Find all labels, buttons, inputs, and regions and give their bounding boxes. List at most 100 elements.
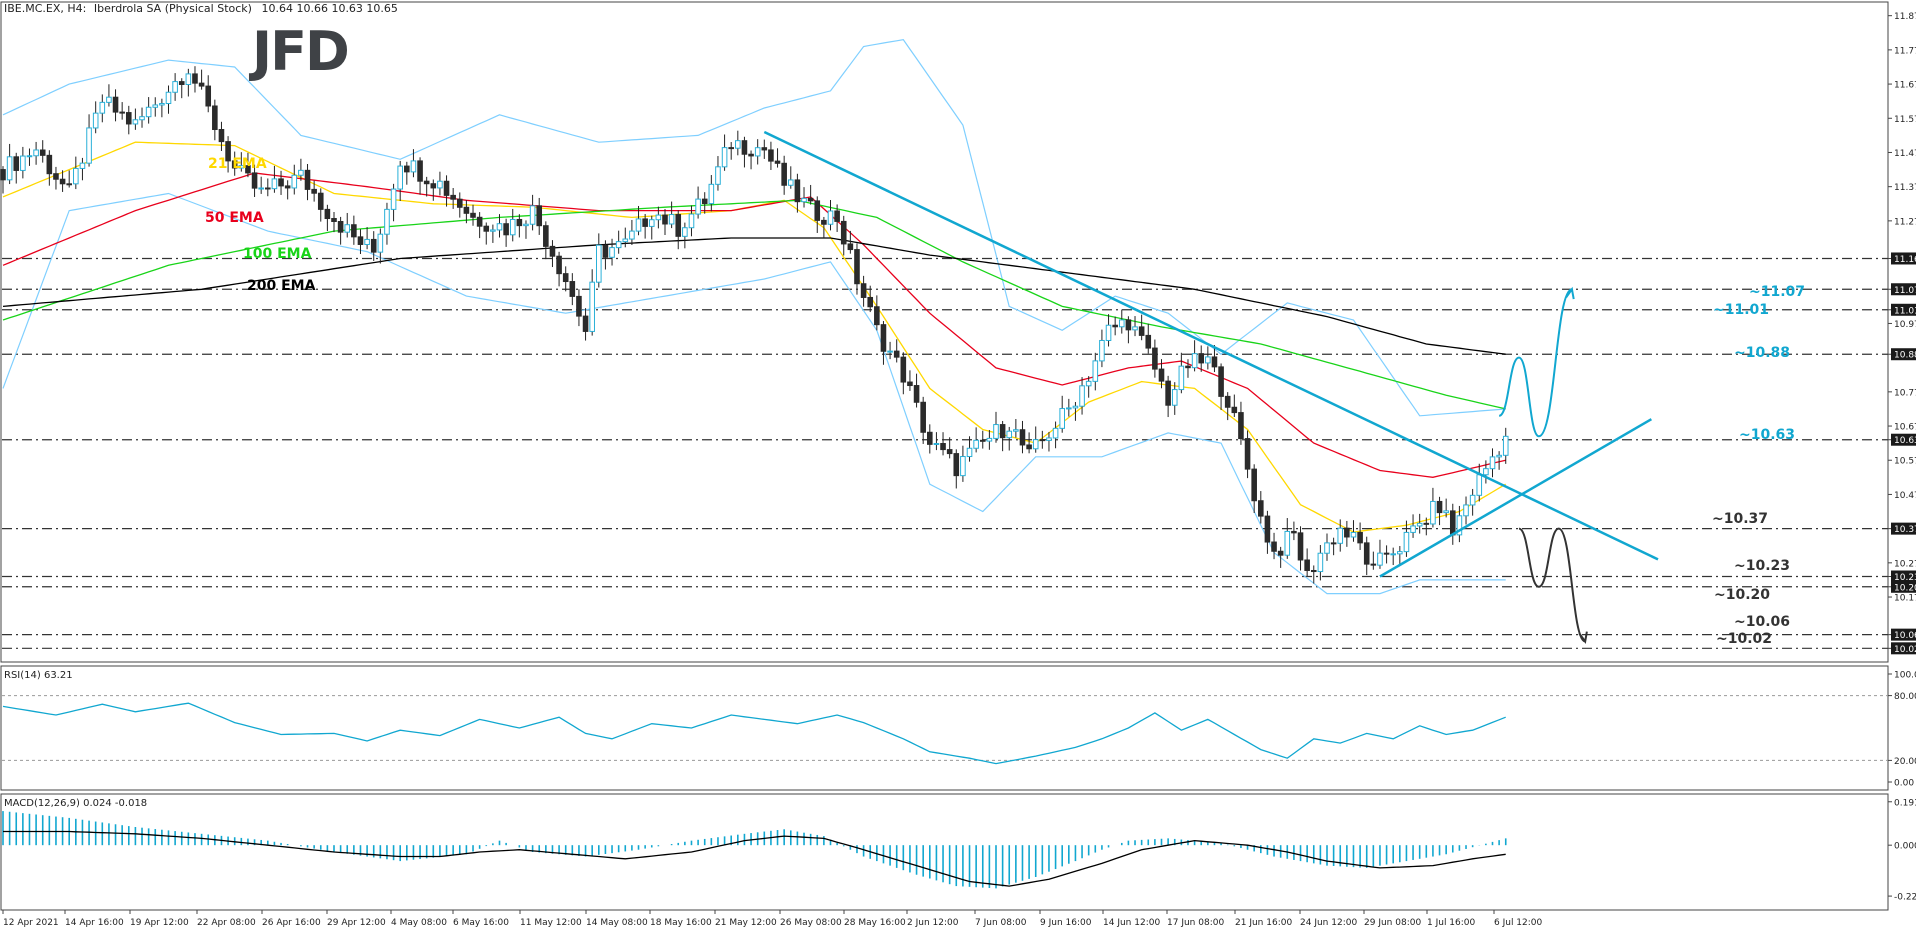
candle-bull — [165, 91, 172, 105]
candle-bear — [284, 185, 291, 189]
time-tick-label: 14 Jun 12:00 — [1103, 918, 1160, 928]
price-tick-label: 11.67 — [1894, 81, 1916, 91]
rsi-line — [2, 702, 1506, 765]
candle-bull — [887, 350, 893, 353]
candle — [576, 289, 582, 327]
candle-bear — [847, 243, 854, 251]
candle-bull — [1118, 319, 1125, 328]
candle — [437, 171, 443, 196]
candle-bear — [1185, 365, 1191, 369]
time-tick-label: 6 Jul 12:00 — [1494, 918, 1543, 928]
candle — [238, 152, 245, 172]
candle-bear — [225, 141, 231, 162]
price-tick-label: 10.06 — [1894, 631, 1916, 641]
candle-bull — [397, 165, 403, 190]
price-tick-label: 11.57 — [1894, 115, 1916, 125]
candle — [821, 216, 827, 238]
candle — [165, 85, 172, 114]
candle — [774, 148, 781, 168]
candle — [834, 204, 840, 232]
price-tick-label: 11.37 — [1894, 183, 1916, 193]
candle — [1383, 545, 1390, 564]
candle-bear — [516, 218, 523, 227]
candle — [1489, 448, 1496, 478]
candle-bull — [1006, 430, 1013, 439]
candle-bull — [1105, 324, 1112, 341]
candle — [642, 213, 648, 239]
candle — [854, 243, 860, 295]
candle — [549, 240, 556, 268]
candle — [397, 160, 403, 201]
candle — [1502, 427, 1509, 464]
candle — [291, 164, 298, 195]
candle — [529, 194, 536, 231]
time-tick-label: 12 Apr 2021 — [3, 918, 59, 928]
price-tag — [1891, 348, 1916, 361]
candle — [1357, 522, 1363, 550]
annotation-label: ~10.02 — [1716, 631, 1772, 647]
candle-bear — [357, 236, 364, 245]
candle-bull — [185, 73, 192, 85]
candle — [927, 424, 933, 454]
candle-bear — [317, 192, 324, 210]
candle — [635, 205, 642, 236]
candle — [1397, 546, 1403, 566]
candle — [1430, 487, 1436, 528]
candle-bear — [450, 194, 456, 200]
scenario-down-path — [1518, 527, 1586, 643]
candle — [46, 150, 53, 186]
time-tick-label: 24 Jun 12:00 — [1300, 918, 1357, 928]
candle — [880, 321, 887, 365]
candle-bull — [609, 247, 615, 258]
candle-bull — [721, 147, 728, 168]
candle-bear — [1297, 532, 1304, 561]
candle — [384, 202, 390, 245]
candle — [543, 221, 549, 260]
candle — [1264, 510, 1271, 554]
candle-bear — [1370, 563, 1377, 566]
candle — [344, 212, 351, 238]
candle — [39, 140, 46, 163]
candle-bear — [1264, 515, 1271, 543]
candle — [1032, 426, 1039, 453]
candle — [1469, 488, 1476, 516]
candle-bear — [834, 210, 840, 222]
annotation-label: ~10.88 — [1734, 345, 1790, 361]
candle-bull — [589, 281, 595, 332]
candle-bull — [1403, 531, 1410, 553]
candle — [1218, 363, 1224, 411]
candle-bear — [562, 273, 569, 283]
chart-frames — [0, 1, 1889, 911]
candle-bull — [1502, 435, 1509, 456]
candle-bull — [1072, 405, 1079, 409]
time-tick-label: 29 Apr 12:00 — [327, 918, 386, 928]
time-tick-label: 6 May 16:00 — [453, 918, 509, 928]
candle — [662, 208, 668, 235]
candle — [1092, 352, 1099, 391]
candle-bull — [1377, 552, 1383, 566]
candle-bear — [503, 223, 509, 236]
candle-bear — [1291, 530, 1297, 534]
price-tag — [1891, 628, 1916, 641]
time-tick-label: 1 Jul 16:00 — [1427, 918, 1476, 928]
candle-bull — [73, 167, 79, 185]
uptrend-line — [1379, 418, 1653, 578]
candle-bull — [933, 442, 940, 445]
candle — [6, 143, 13, 185]
candle-bull — [390, 188, 397, 210]
rsi-tick-label: 20.00 — [1894, 757, 1916, 767]
candle-bull — [159, 103, 165, 106]
candle-bear — [728, 147, 735, 150]
ema-100-line — [2, 199, 1506, 410]
candle-bear — [443, 180, 450, 196]
candle — [483, 222, 490, 245]
candle — [1297, 526, 1304, 571]
annotation-label: 21 EMA — [208, 156, 267, 172]
candle — [1363, 536, 1370, 576]
price-tick-label: 10.77 — [1894, 388, 1916, 398]
candle-bull — [648, 219, 655, 227]
candle — [1304, 548, 1310, 577]
candle-bull — [635, 218, 642, 232]
time-axis: 12 Apr 2021 14 Apr 16:00 19 Apr 12:00 22 Ap… — [2, 910, 1543, 928]
candle-bear — [1231, 406, 1238, 414]
